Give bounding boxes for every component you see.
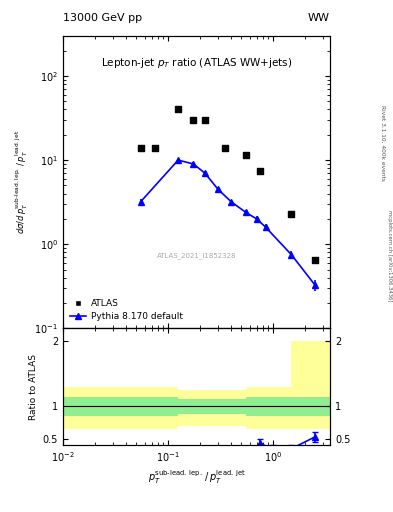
Text: Lepton-jet $p_T$ ratio (ATLAS WW+jets): Lepton-jet $p_T$ ratio (ATLAS WW+jets)	[101, 56, 292, 70]
Y-axis label: Ratio to ATLAS: Ratio to ATLAS	[29, 354, 39, 420]
ATLAS	[190, 116, 196, 124]
ATLAS	[138, 144, 144, 152]
ATLAS	[257, 166, 263, 175]
Text: Rivet 3.1.10, 400k events: Rivet 3.1.10, 400k events	[381, 105, 386, 181]
ATLAS	[288, 210, 295, 218]
X-axis label: $p_T^{\rm sub\text{-}lead.\,lep.}\,/\,p_T^{\rm lead.\,jet}$: $p_T^{\rm sub\text{-}lead.\,lep.}\,/\,p_…	[148, 468, 245, 486]
Text: WW: WW	[308, 13, 330, 23]
Text: mcplots.cern.ch [arXiv:1306.3436]: mcplots.cern.ch [arXiv:1306.3436]	[387, 210, 392, 302]
Text: 13000 GeV pp: 13000 GeV pp	[63, 13, 142, 23]
Legend: ATLAS, Pythia 8.170 default: ATLAS, Pythia 8.170 default	[67, 296, 185, 324]
ATLAS	[222, 144, 228, 152]
Text: ATLAS_2021_I1852328: ATLAS_2021_I1852328	[157, 252, 236, 259]
ATLAS	[152, 144, 158, 152]
ATLAS	[312, 256, 318, 264]
ATLAS	[202, 116, 208, 124]
ATLAS	[175, 105, 181, 114]
ATLAS	[242, 151, 249, 159]
Y-axis label: $d\sigma/d\,p_T^{\rm sub\text{-}lead.\,lep.}\,/\,p_T^{\rm lead.\,jet}$: $d\sigma/d\,p_T^{\rm sub\text{-}lead.\,l…	[14, 130, 30, 234]
